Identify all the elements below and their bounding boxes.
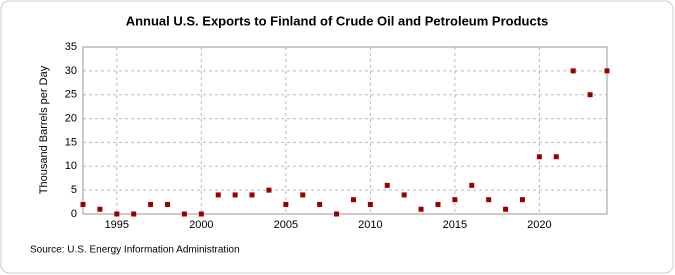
point [80,201,86,207]
point [418,206,424,212]
point [165,201,171,207]
y-axis-label: Thousand Barrels per Day [38,65,50,194]
x-tick-label: 2015 [443,219,467,231]
x-tick-label: 2020 [527,219,551,231]
x-tick-label: 1995 [105,219,129,231]
point [300,192,306,198]
point [587,92,593,98]
point [452,197,458,203]
plot-area [82,46,608,215]
y-tick-label: 25 [65,89,77,101]
y-tick-label: 0 [71,208,77,220]
y-tick-label: 5 [71,184,77,196]
point [570,68,576,74]
point [283,201,289,207]
x-tick-label: 2000 [189,219,213,231]
point [604,68,610,74]
point [114,211,120,217]
point [232,192,238,198]
x-tick-label: 2010 [358,219,382,231]
point [350,197,356,203]
point [266,187,272,193]
point [519,197,525,203]
point [198,211,204,217]
point [384,182,390,188]
point [503,206,509,212]
point [536,154,542,160]
source: Source: U.S. Energy Information Administ… [30,245,240,256]
point [97,206,103,212]
point [367,201,373,207]
y-tick-label: 20 [65,112,77,124]
point [334,211,340,217]
point [401,192,407,198]
point [249,192,255,198]
y-tick-label: 35 [65,41,77,53]
x-tick-label: 2005 [274,219,298,231]
point [215,192,221,198]
point [553,154,559,160]
y-tick-label: 10 [65,160,77,172]
point [131,211,137,217]
point [469,182,475,188]
y-tick-label: 30 [65,65,77,77]
point [317,201,323,207]
y-tick-label: 15 [65,136,77,148]
point [181,211,187,217]
point [435,201,441,207]
point [486,197,492,203]
point [148,201,154,207]
chart-title: Annual U.S. Exports to Finland of Crude … [126,13,549,28]
plot-border [82,46,608,215]
